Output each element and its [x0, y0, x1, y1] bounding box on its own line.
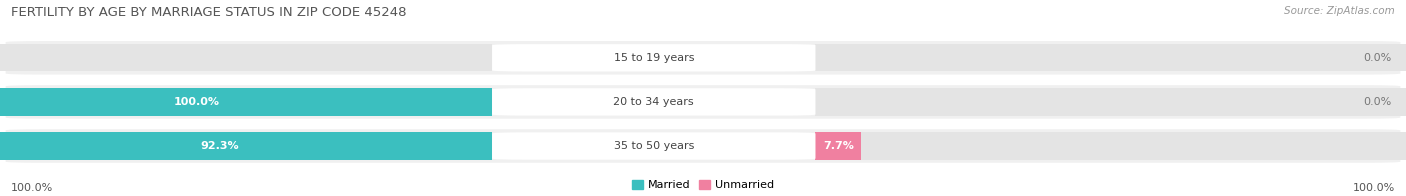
Text: FERTILITY BY AGE BY MARRIAGE STATUS IN ZIP CODE 45248: FERTILITY BY AGE BY MARRIAGE STATUS IN Z…: [11, 6, 406, 19]
Bar: [815, 132, 1406, 160]
FancyBboxPatch shape: [492, 88, 815, 116]
Bar: [815, 132, 860, 160]
FancyBboxPatch shape: [6, 129, 1400, 163]
FancyBboxPatch shape: [492, 44, 815, 72]
Text: 0.0%: 0.0%: [1364, 97, 1392, 107]
Bar: [0, 88, 492, 116]
Bar: [0, 88, 492, 116]
Bar: [815, 88, 1406, 116]
Bar: [0, 132, 492, 160]
Text: 92.3%: 92.3%: [200, 141, 239, 151]
Text: 0.0%: 0.0%: [1364, 53, 1392, 63]
Bar: [0, 44, 492, 72]
Text: 20 to 34 years: 20 to 34 years: [613, 97, 695, 107]
Text: 35 to 50 years: 35 to 50 years: [613, 141, 695, 151]
Text: 100.0%: 100.0%: [11, 183, 53, 193]
Text: 100.0%: 100.0%: [1353, 183, 1395, 193]
Text: Source: ZipAtlas.com: Source: ZipAtlas.com: [1284, 6, 1395, 16]
FancyBboxPatch shape: [492, 132, 815, 160]
Bar: [0, 132, 492, 160]
Legend: Married, Unmarried: Married, Unmarried: [633, 180, 773, 191]
Text: 7.7%: 7.7%: [823, 141, 853, 151]
Text: 15 to 19 years: 15 to 19 years: [613, 53, 695, 63]
Bar: [815, 44, 1406, 72]
FancyBboxPatch shape: [6, 85, 1400, 119]
FancyBboxPatch shape: [6, 41, 1400, 75]
Text: 100.0%: 100.0%: [174, 97, 219, 107]
